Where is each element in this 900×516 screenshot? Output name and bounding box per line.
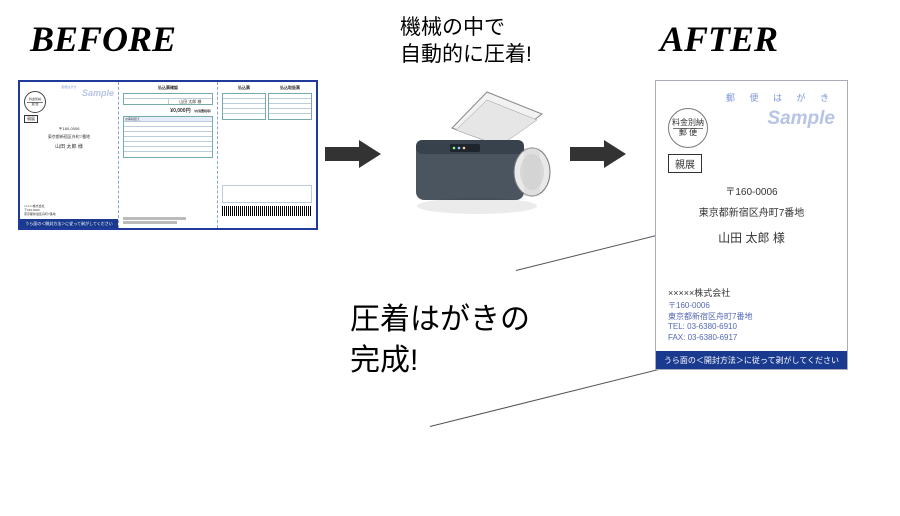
after-recipient-name: 山田 太郎 様 <box>668 229 835 246</box>
before-panel-invoice: 払込票確認 山田 太郎 様 ¥0,000円 （内消費税等） お客様控え <box>119 82 218 228</box>
before-recipient-name: 山田 太郎 様 <box>24 143 114 150</box>
invoice-total: ¥0,000円 （内消費税等） <box>123 107 213 114</box>
recipient-address-block: 〒160-0006 東京都新宿区舟町7番地 山田 太郎 様 <box>668 183 835 246</box>
confidential-badge: 親展 <box>668 154 702 173</box>
before-sender-block: ×××××株式会社 〒160-0006 東京都新宿区舟町7番地 <box>24 204 56 216</box>
before-zip: 〒160-0006 <box>24 126 114 132</box>
watermark-text: Sample <box>82 88 114 98</box>
before-panel-slip: 払込票 払込取扱票 <box>218 82 316 228</box>
sender-addr: 東京都新宿区舟町7番地 <box>24 212 56 216</box>
slip-barcode-area <box>222 185 312 216</box>
invoice-name: 山田 太郎 様 <box>169 99 213 104</box>
sender-fax: FAX: 03-6380-6917 <box>668 333 835 343</box>
sender-addr: 東京都新宿区舟町7番地 <box>668 312 835 322</box>
sender-block: ×××××株式会社 〒160-0006 東京都新宿区舟町7番地 TEL: 03-… <box>668 288 835 343</box>
postage-stamp-circle: 料金別納 郵 便 <box>24 91 46 113</box>
invoice-detail-box: お客様控え <box>123 116 213 158</box>
pointer-line-top <box>516 231 671 271</box>
invoice-title: 払込票確認 <box>123 85 213 91</box>
sealing-machine-illustration <box>392 90 562 220</box>
result-caption-line2: 完成! <box>350 341 530 382</box>
sender-tel: TEL: 03-6380-6910 <box>668 322 835 332</box>
invoice-header-box: 山田 太郎 様 <box>123 93 213 105</box>
machine-caption: 機械の中で 自動的に圧着! <box>400 14 532 69</box>
after-title: AFTER <box>660 18 778 60</box>
postage-stamp-circle: 料金別納 郵 便 <box>668 108 708 148</box>
slip-box-left <box>222 93 266 120</box>
result-caption: 圧着はがきの 完成! <box>350 300 530 381</box>
before-address: 東京都新宿区舟町7番地 <box>24 134 114 140</box>
barcode-icon <box>222 206 312 216</box>
watermark-text: Sample <box>767 108 835 130</box>
arrow-machine-to-after <box>570 140 626 173</box>
arrow-before-to-machine <box>325 140 381 173</box>
slip-title-left: 払込票 <box>222 85 266 91</box>
confidential-badge: 親展 <box>24 115 38 123</box>
stamp-line2: 郵 便 <box>27 102 43 106</box>
after-zip: 〒160-0006 <box>668 183 835 198</box>
result-caption-line1: 圧着はがきの <box>350 300 530 341</box>
slip-box-right <box>268 93 312 120</box>
sender-zip: 〒160-0006 <box>668 301 835 311</box>
after-address: 東京都新宿区舟町7番地 <box>668 204 835 219</box>
machine-caption-line2: 自動的に圧着! <box>400 41 532 68</box>
before-panel-address: Sample 郵便はがき 料金別納 郵 便 親展 〒160-0006 東京都新宿… <box>20 82 119 228</box>
before-trifold-document: Sample 郵便はがき 料金別納 郵 便 親展 〒160-0006 東京都新宿… <box>18 80 318 230</box>
postcard-header: 郵 便 は が き <box>668 91 835 104</box>
before-title: BEFORE <box>30 18 176 60</box>
before-footer-bar: うら面の＜開封方法＞に従って剥がしてください <box>20 219 118 228</box>
after-postcard: 郵 便 は が き 料金別納 郵 便 Sample 親展 〒160-0006 東… <box>655 80 848 370</box>
stamp-line1: 料金別納 <box>672 119 704 127</box>
slip-title-right: 払込取扱票 <box>268 85 312 91</box>
stamp-line2: 郵 便 <box>673 128 703 137</box>
sender-company: ×××××株式会社 <box>668 288 835 300</box>
after-footer-bar: うら面の＜開封方法＞に従って剥がしてください <box>656 351 847 369</box>
machine-caption-line1: 機械の中で <box>400 14 532 41</box>
